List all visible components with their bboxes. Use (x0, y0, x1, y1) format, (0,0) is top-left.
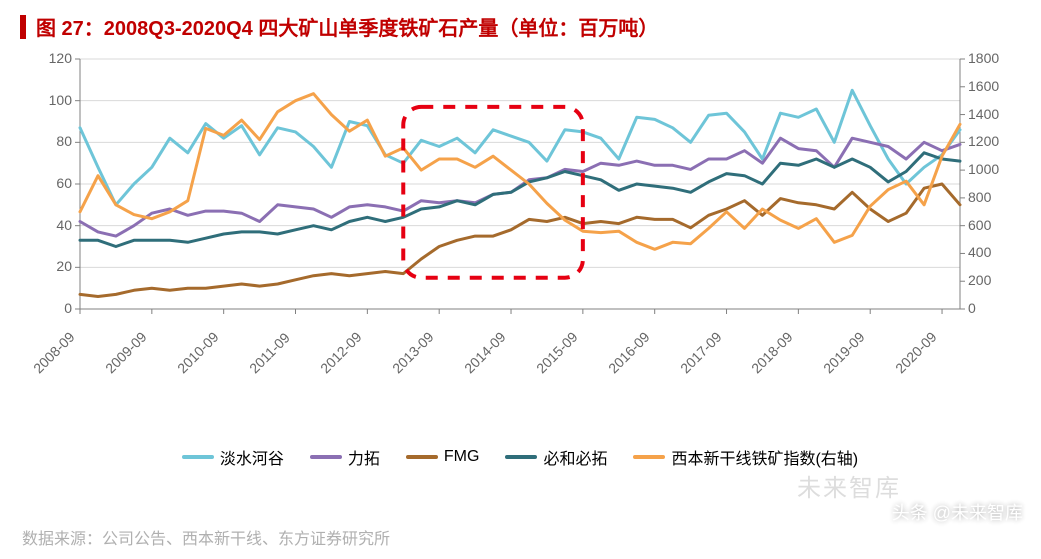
legend-item-vale: 淡水河谷 (182, 445, 284, 469)
chart-title: 图 27：2008Q3-2020Q4 四大矿山单季度铁矿石产量（单位：百万吨） (36, 12, 658, 41)
legend-label: 必和必拓 (543, 445, 607, 469)
legend-swatch (633, 455, 665, 459)
y-left-tick-label: 100 (49, 92, 72, 108)
y-left-tick-label: 20 (56, 258, 72, 274)
y-right-tick-label: 0 (968, 300, 976, 316)
y-left-tick-label: 40 (56, 217, 72, 233)
legend-label: 淡水河谷 (220, 445, 284, 469)
y-left-tick-label: 0 (64, 300, 72, 316)
watermark-wechat: 未来智库 (797, 468, 901, 503)
legend-label: 西本新干线铁矿指数(右轴) (671, 445, 858, 469)
legend-label: 力拓 (348, 445, 380, 469)
line-chart-svg (20, 49, 1020, 469)
y-right-tick-label: 1000 (968, 161, 999, 177)
y-right-tick-label: 800 (968, 189, 991, 205)
y-right-tick-label: 400 (968, 244, 991, 260)
title-accent-bar (20, 15, 26, 39)
chart-legend: 淡水河谷 力拓 FMG 必和必拓 西本新干线铁矿指数(右轴) (20, 445, 1020, 469)
y-left-tick-label: 120 (49, 50, 72, 66)
watermark-toutiao: 头条 @未来智库 (892, 499, 1023, 525)
legend-item-xb_index: 西本新干线铁矿指数(右轴) (633, 445, 858, 469)
legend-item-rio: 力拓 (310, 445, 380, 469)
legend-swatch (182, 455, 214, 459)
y-right-tick-label: 1200 (968, 133, 999, 149)
legend-label: FMG (444, 448, 480, 466)
y-right-tick-label: 600 (968, 217, 991, 233)
y-right-tick-label: 1400 (968, 106, 999, 122)
y-left-tick-label: 80 (56, 133, 72, 149)
legend-swatch (406, 455, 438, 459)
legend-swatch (310, 455, 342, 459)
y-right-tick-label: 1800 (968, 50, 999, 66)
y-left-tick-label: 60 (56, 175, 72, 191)
legend-swatch (505, 455, 537, 459)
chart-area: 0204060801001200200400600800100012001400… (20, 49, 1020, 469)
legend-item-bhp: 必和必拓 (505, 445, 607, 469)
legend-item-fmg: FMG (406, 445, 480, 469)
y-right-tick-label: 1600 (968, 78, 999, 94)
chart-title-bar: 图 27：2008Q3-2020Q4 四大矿山单季度铁矿石产量（单位：百万吨） (0, 0, 1041, 49)
data-source: 数据来源：公司公告、西本新干线、东方证券研究所 (22, 525, 390, 549)
y-right-tick-label: 200 (968, 272, 991, 288)
